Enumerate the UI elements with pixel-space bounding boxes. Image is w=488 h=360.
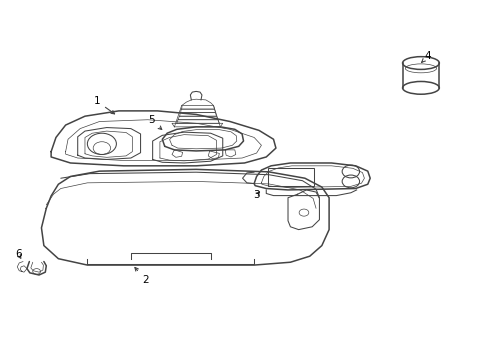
Text: 1: 1 — [94, 96, 114, 114]
Bar — [267, 168, 313, 186]
Text: 6: 6 — [15, 249, 21, 260]
Text: 3: 3 — [253, 190, 259, 200]
Text: 2: 2 — [135, 267, 148, 285]
Text: 5: 5 — [148, 116, 162, 130]
Text: 4: 4 — [421, 51, 430, 62]
